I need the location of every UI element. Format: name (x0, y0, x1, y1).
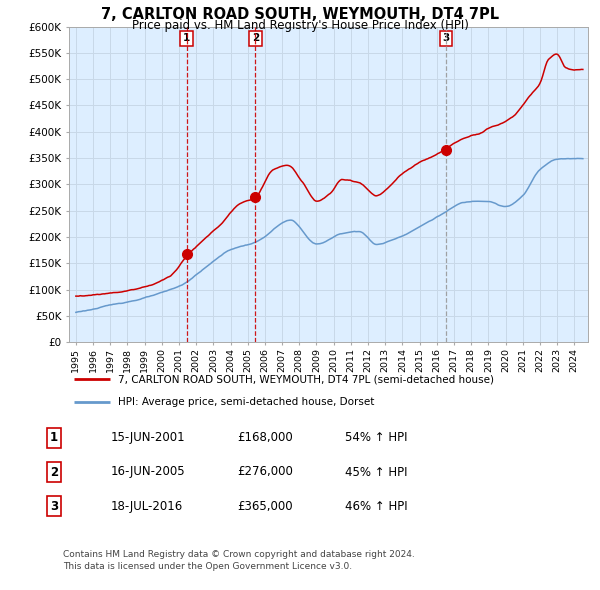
Text: £365,000: £365,000 (237, 500, 293, 513)
Text: 15-JUN-2001: 15-JUN-2001 (111, 431, 185, 444)
Text: £276,000: £276,000 (237, 466, 293, 478)
Text: 7, CARLTON ROAD SOUTH, WEYMOUTH, DT4 7PL: 7, CARLTON ROAD SOUTH, WEYMOUTH, DT4 7PL (101, 7, 499, 22)
Text: 3: 3 (443, 34, 450, 44)
Text: 2: 2 (50, 466, 58, 478)
Text: 16-JUN-2005: 16-JUN-2005 (111, 466, 185, 478)
Text: 46% ↑ HPI: 46% ↑ HPI (345, 500, 407, 513)
Text: 54% ↑ HPI: 54% ↑ HPI (345, 431, 407, 444)
Text: 1: 1 (183, 34, 190, 44)
Text: HPI: Average price, semi-detached house, Dorset: HPI: Average price, semi-detached house,… (118, 398, 374, 408)
Text: 18-JUL-2016: 18-JUL-2016 (111, 500, 183, 513)
Text: Contains HM Land Registry data © Crown copyright and database right 2024.
This d: Contains HM Land Registry data © Crown c… (63, 550, 415, 571)
Text: 3: 3 (50, 500, 58, 513)
Text: 2: 2 (252, 34, 259, 44)
Text: Price paid vs. HM Land Registry's House Price Index (HPI): Price paid vs. HM Land Registry's House … (131, 19, 469, 32)
Text: 45% ↑ HPI: 45% ↑ HPI (345, 466, 407, 478)
Text: £168,000: £168,000 (237, 431, 293, 444)
Text: 7, CARLTON ROAD SOUTH, WEYMOUTH, DT4 7PL (semi-detached house): 7, CARLTON ROAD SOUTH, WEYMOUTH, DT4 7PL… (118, 374, 494, 384)
Text: 1: 1 (50, 431, 58, 444)
